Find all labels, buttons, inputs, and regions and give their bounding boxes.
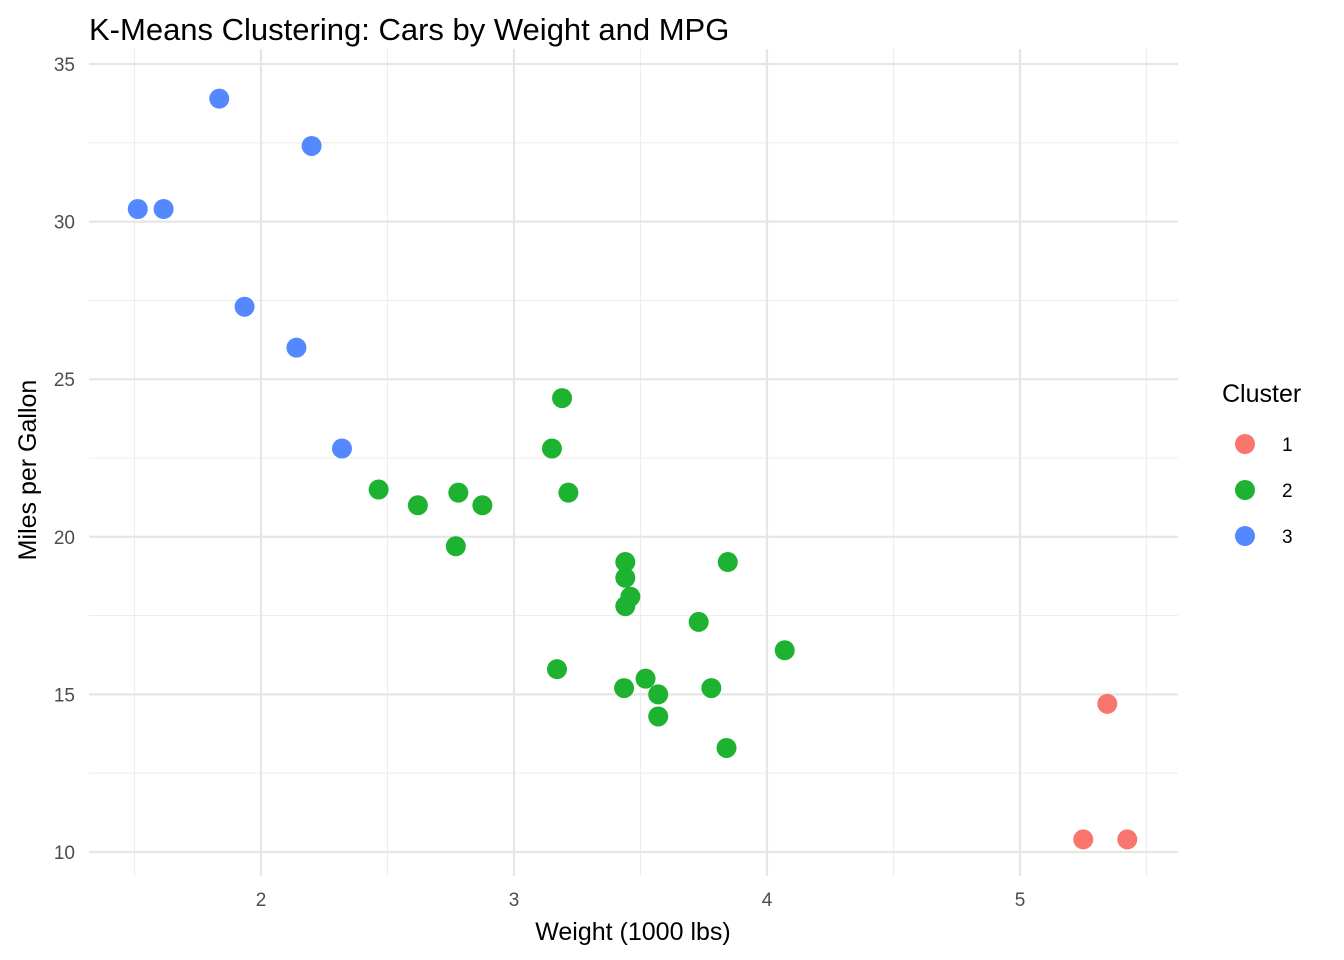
data-point-cluster-2 [448, 482, 469, 503]
data-point-cluster-3 [209, 88, 230, 109]
chart-title: K-Means Clustering: Cars by Weight and M… [89, 12, 729, 47]
legend: Cluster 1 2 3 [1222, 380, 1301, 548]
data-point-cluster-2 [717, 552, 738, 573]
data-point-cluster-1 [1097, 693, 1118, 714]
legend-title: Cluster [1222, 380, 1301, 408]
data-point-cluster-3 [153, 198, 174, 219]
data-point-cluster-3 [127, 198, 148, 219]
legend-key-1 [1235, 434, 1255, 454]
data-point-cluster-2 [716, 737, 737, 758]
data-point-cluster-3 [286, 337, 307, 358]
data-point-cluster-1 [1117, 829, 1138, 850]
y-tick-label: 15 [54, 685, 75, 706]
data-point-cluster-1 [1073, 829, 1094, 850]
data-point-cluster-2 [615, 596, 636, 617]
legend-label-1: 1 [1282, 435, 1293, 456]
y-axis-label: Miles per Gallon [14, 380, 42, 561]
data-point-cluster-2 [558, 482, 579, 503]
grid [89, 49, 1178, 876]
x-tick-label: 4 [762, 890, 773, 911]
data-point-cluster-2 [648, 684, 669, 705]
data-point-cluster-2 [688, 611, 709, 632]
data-point-cluster-2 [648, 706, 669, 727]
data-point-cluster-2 [445, 536, 466, 557]
data-point-cluster-2 [701, 678, 722, 699]
data-point-cluster-2 [615, 567, 636, 588]
x-tick-label: 5 [1015, 890, 1026, 911]
data-point-cluster-2 [472, 495, 493, 516]
data-point-cluster-3 [234, 296, 255, 317]
data-point-cluster-2 [547, 659, 568, 680]
data-point-cluster-2 [552, 388, 573, 409]
data-point-cluster-3 [331, 438, 352, 459]
legend-label-2: 2 [1282, 481, 1293, 502]
x-tick-label: 3 [509, 890, 520, 911]
x-tick-label: 2 [256, 890, 267, 911]
x-axis-label: Weight (1000 lbs) [535, 918, 730, 946]
y-tick-label: 30 [54, 213, 75, 234]
legend-key-3 [1235, 526, 1255, 546]
legend-key-2 [1235, 480, 1255, 500]
data-point-cluster-3 [301, 135, 322, 156]
data-point-cluster-2 [774, 640, 795, 661]
data-point-cluster-2 [614, 678, 635, 699]
y-tick-label: 10 [54, 843, 75, 864]
points [127, 88, 1138, 850]
y-tick-label: 25 [54, 370, 75, 391]
y-tick-label: 35 [54, 55, 75, 76]
y-tick-label: 20 [54, 528, 75, 549]
data-point-cluster-2 [368, 479, 389, 500]
data-point-cluster-2 [541, 438, 562, 459]
data-point-cluster-2 [635, 668, 656, 689]
tick-labels: 2 3 4 5 10 15 20 25 30 35 [54, 55, 1025, 911]
data-point-cluster-2 [407, 495, 428, 516]
legend-label-3: 3 [1282, 527, 1293, 548]
data-point-cluster-2 [615, 552, 636, 573]
